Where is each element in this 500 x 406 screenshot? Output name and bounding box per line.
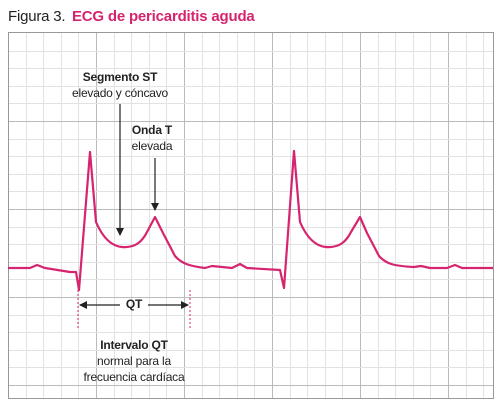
- annotation-text: normal para la: [97, 354, 171, 368]
- annotation-title: QT: [126, 297, 143, 311]
- annotation-text: elevada: [132, 139, 173, 153]
- annotation-text: frecuencia cardíaca: [84, 370, 185, 384]
- annotation-title: Segmento ST: [83, 70, 158, 84]
- annotation-title: Onda T: [132, 123, 173, 137]
- frame: [8, 32, 494, 399]
- annotation-text: elevado y cóncavo: [72, 86, 169, 100]
- ecg-trace: [8, 149, 493, 292]
- figure-label: Figura 3.: [8, 8, 65, 25]
- figure-title: ECG de pericarditis aguda: [72, 8, 255, 25]
- ecg-grid: [9, 33, 493, 398]
- annotation-title: Intervalo QT: [100, 338, 168, 352]
